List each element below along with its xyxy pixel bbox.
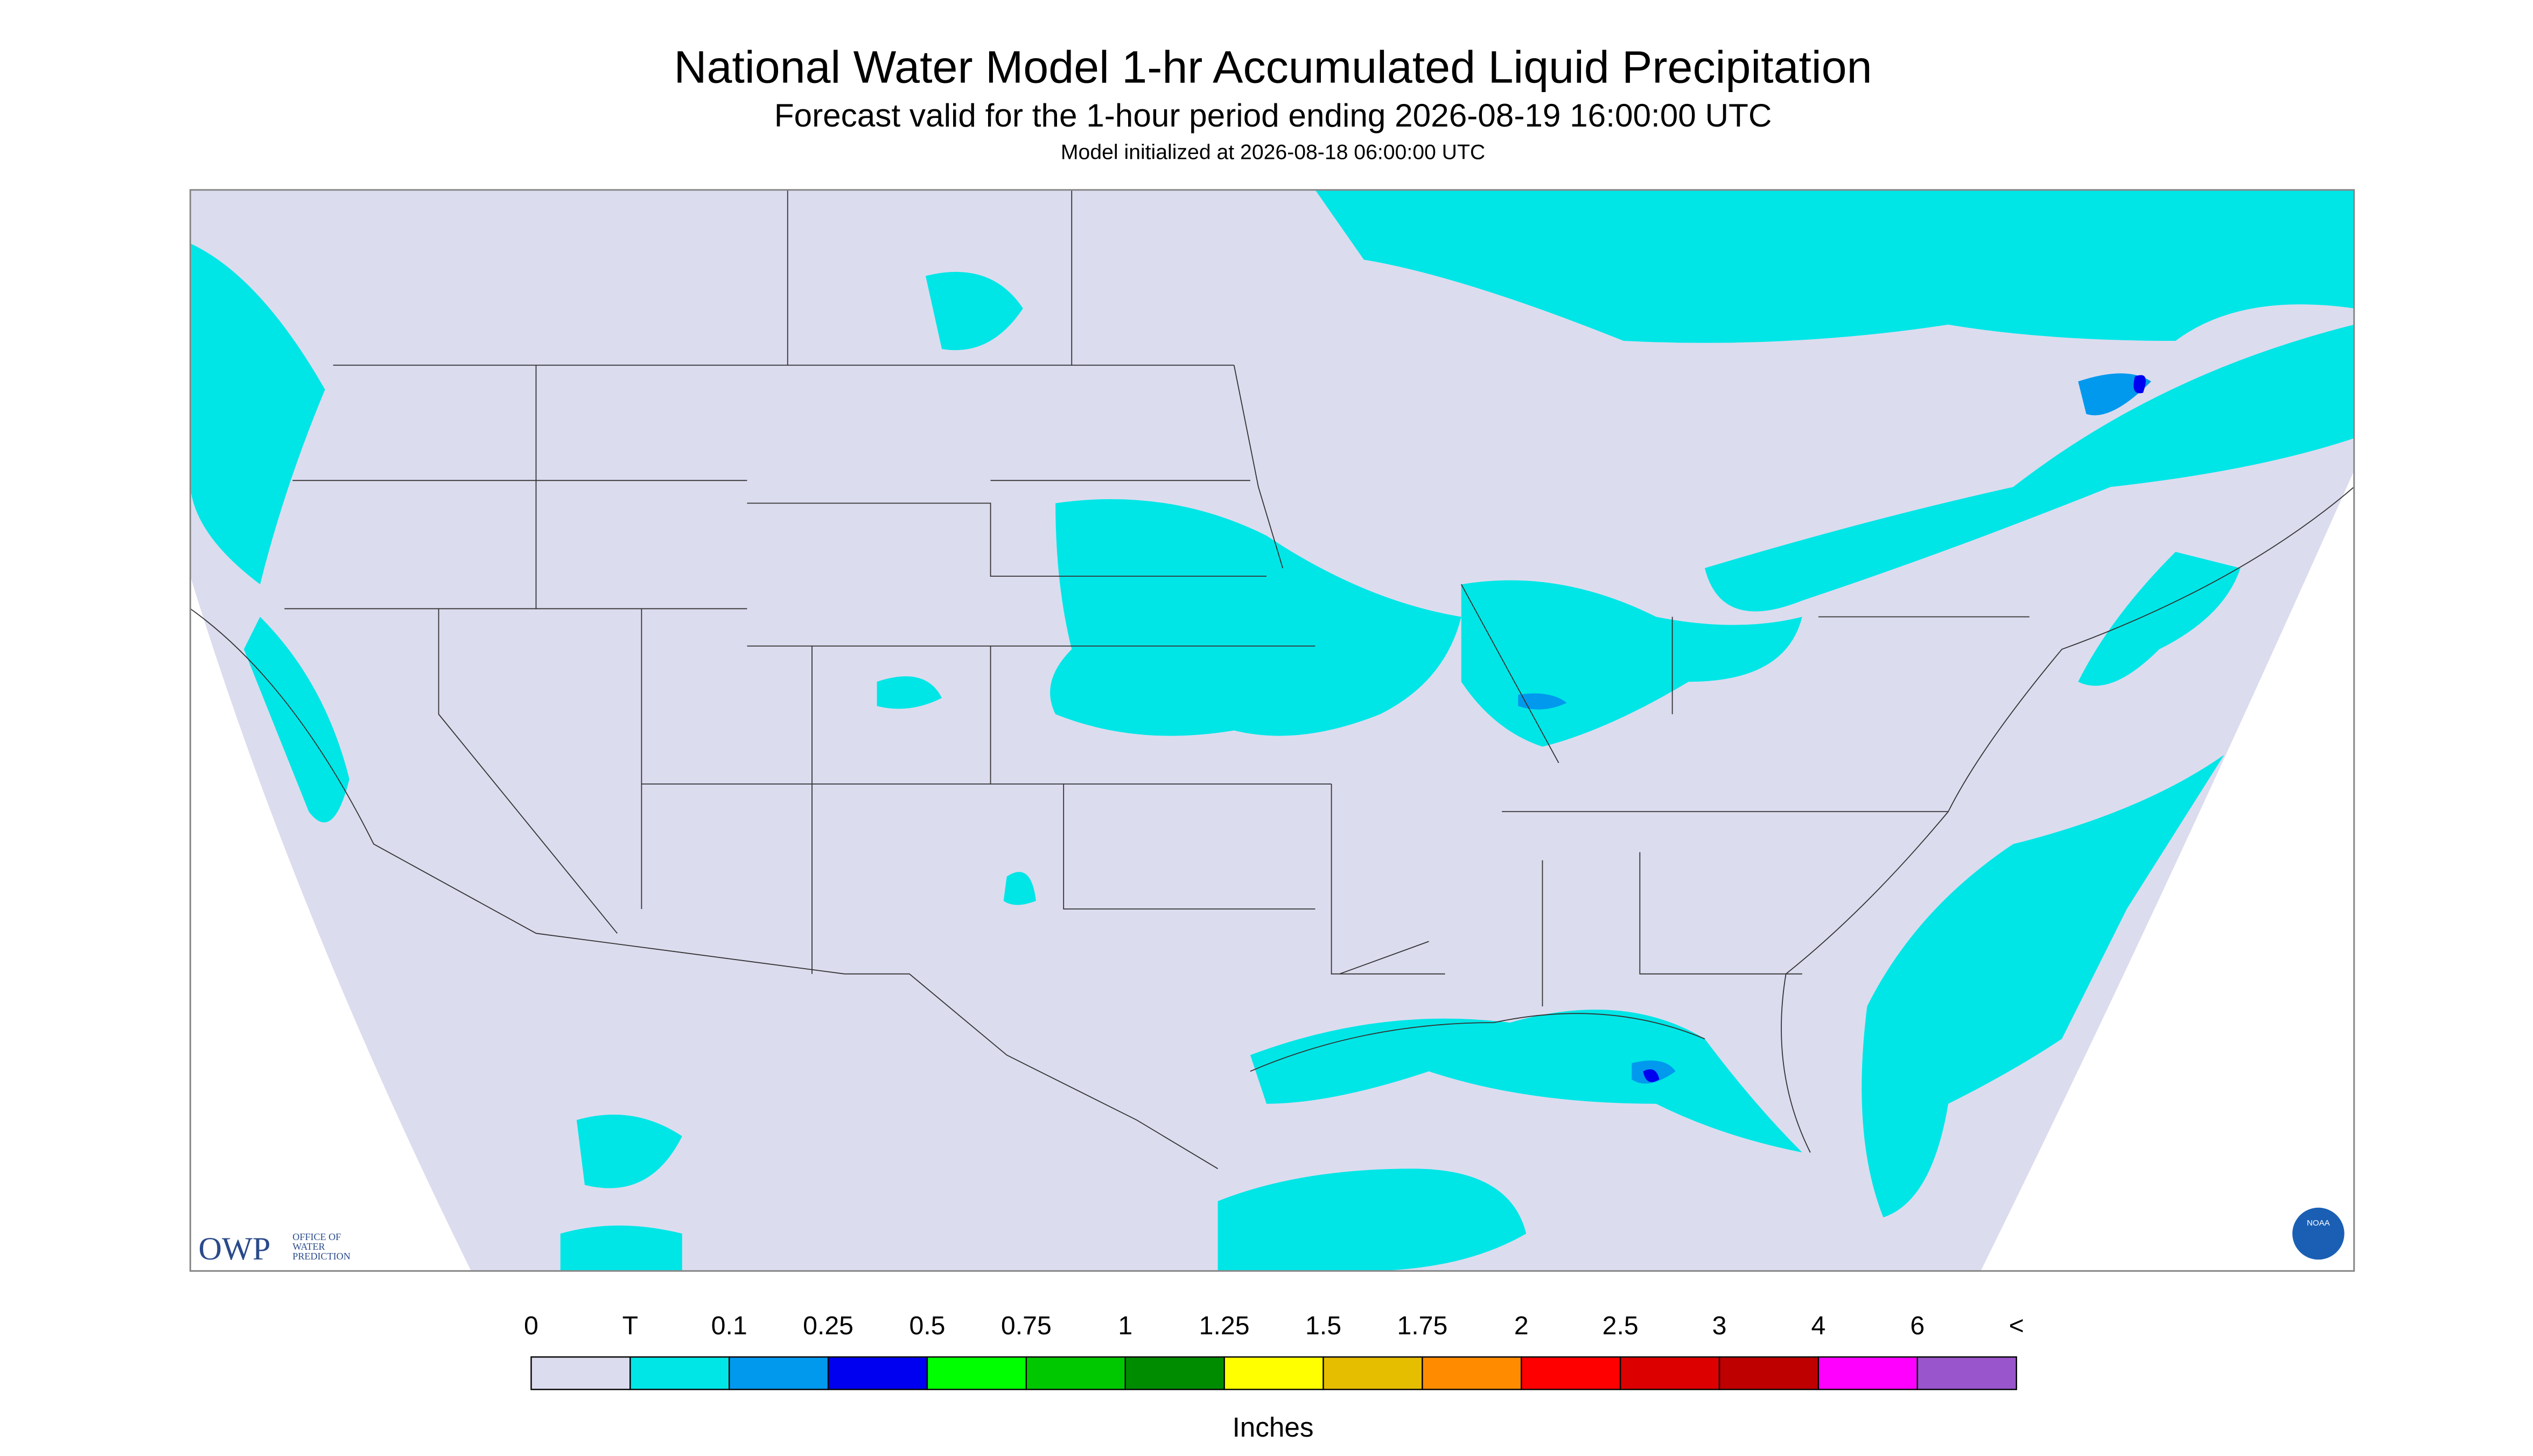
colorbar-label: 2 [1514, 1311, 1529, 1340]
color-cell [629, 1356, 730, 1390]
colorbar-label: 3 [1712, 1311, 1727, 1340]
color-cell [1124, 1356, 1225, 1390]
color-cell [1422, 1356, 1522, 1390]
color-cell [1718, 1356, 1820, 1390]
color-cell [1025, 1356, 1126, 1390]
color-cell [1817, 1356, 1919, 1390]
color-cell [827, 1356, 928, 1390]
color-cell [1521, 1356, 1621, 1390]
boundaries [190, 190, 2355, 1170]
colorbar-label: 6 [1910, 1311, 1925, 1340]
color-cell [1619, 1356, 1720, 1390]
color-cell [1323, 1356, 1423, 1390]
colorbar: 0 T 0.1 0.25 0.5 0.75 1 1.25 1.5 1.75 2 2.5 3 4 6 < [524, 1311, 2024, 1390]
map-frame [189, 189, 2355, 1272]
noaa-logo [2292, 1207, 2345, 1260]
colorbar-label: 4 [1811, 1311, 1826, 1340]
owp-office: PREDICTION [292, 1251, 350, 1262]
colorbar-label: 0.25 [803, 1311, 853, 1340]
owp-logo: OWP [198, 1231, 270, 1267]
colorbar-label: 1.25 [1199, 1311, 1250, 1340]
owp-office: WATER [292, 1241, 325, 1252]
colorbar-label: 0 [524, 1311, 538, 1340]
colorbar-label: 0.75 [1001, 1311, 1052, 1340]
colorbar-label: 0.1 [711, 1311, 747, 1340]
colorbar-label: T [622, 1311, 638, 1340]
subtitle: Forecast valid for the 1-hour period end… [774, 97, 1772, 134]
owp-office: OFFICE OF [292, 1231, 341, 1242]
noaa-text: NOAA [2307, 1219, 2331, 1228]
color-cell [1223, 1356, 1324, 1390]
colorbar-unit: Inches [1233, 1412, 1314, 1443]
color-cell [530, 1356, 631, 1390]
title: National Water Model 1-hr Accumulated Li… [674, 42, 1872, 93]
colorbar-label: 2.5 [1603, 1311, 1639, 1340]
init-time: Model initialized at 2026-08-18 06:00:00… [1061, 141, 1485, 164]
colorbar-label: 1.75 [1397, 1311, 1447, 1340]
color-cell [1916, 1356, 2017, 1390]
color-cell [926, 1356, 1027, 1390]
colorbar-label: 0.5 [909, 1311, 945, 1340]
colorbar-label: 1.5 [1305, 1311, 1341, 1340]
map: OWP OFFICE OF WATER PREDICTION NOAA [189, 189, 2355, 1272]
colorbar-label: 1 [1118, 1311, 1132, 1340]
precip [190, 190, 2354, 1271]
colorbar-label: < [2009, 1311, 2024, 1340]
color-cell [728, 1356, 829, 1390]
